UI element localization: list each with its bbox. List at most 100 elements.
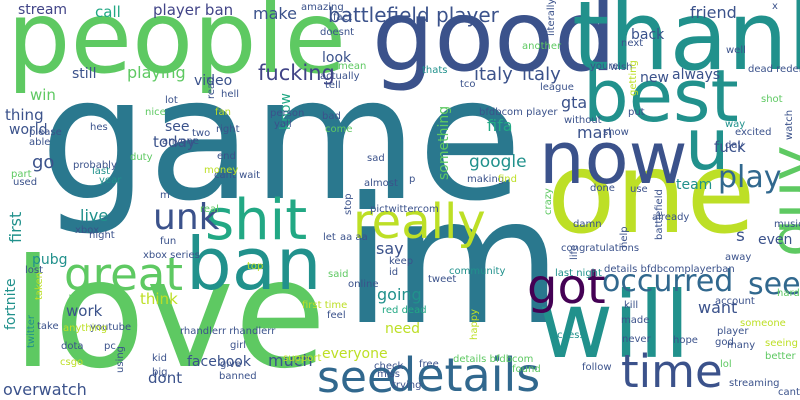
word-tco: bfdbcom player	[479, 107, 558, 118]
word-check: check	[374, 361, 404, 372]
word-give: give	[220, 359, 242, 370]
word-used: two	[192, 128, 211, 139]
word-cant: cant	[778, 387, 800, 398]
word-thank: thank	[572, 0, 800, 92]
word-person: happy	[469, 308, 480, 340]
word-well: shot	[761, 94, 783, 105]
word-something: something	[436, 105, 452, 180]
word-fortnite: fortnite	[3, 278, 19, 330]
word-im: im	[343, 161, 563, 364]
word-best: best	[583, 54, 739, 138]
word-stream: stream	[18, 2, 68, 18]
word-support: support	[283, 353, 322, 364]
word-top: feel	[327, 310, 346, 321]
word-let: already	[652, 212, 690, 223]
word-find: literally	[546, 0, 557, 36]
word-shot: dead redemption	[748, 64, 800, 75]
word-girl: girl	[230, 340, 247, 351]
word-life: lost	[25, 265, 44, 276]
word-using: big	[152, 367, 168, 378]
word-xbox-series: xbox series	[143, 250, 200, 261]
word-help: anything	[63, 323, 108, 334]
word-new: new	[640, 70, 669, 86]
word-fucking: fucking	[258, 61, 335, 85]
word-community: community	[449, 266, 506, 277]
word-dota: hell	[221, 89, 240, 100]
word-take: lot	[165, 95, 178, 106]
word-follow: follow	[582, 362, 612, 373]
word-free: free	[419, 359, 439, 370]
word-pubg: pubg	[32, 252, 68, 268]
word-almost: help	[619, 226, 630, 248]
word-anything: tell	[325, 80, 341, 91]
word-yall: sad	[367, 153, 385, 164]
word-year: cant wait	[214, 170, 261, 181]
word-crazy: taken	[34, 272, 45, 300]
word-real: said	[328, 269, 349, 280]
word-see-3: see	[165, 119, 190, 135]
word-much: much	[268, 351, 313, 370]
word-live: live	[80, 206, 109, 225]
word-streaming: streaming	[729, 378, 780, 389]
word-banned: banned	[219, 371, 257, 382]
word-friend: friend	[690, 3, 737, 22]
word-come: tweet	[428, 274, 457, 285]
word-everyone: everyone	[322, 346, 388, 362]
word-mean: please	[29, 127, 62, 138]
word-fun: come	[325, 124, 353, 135]
word-able: year	[99, 175, 122, 186]
word-happy: take	[37, 321, 59, 332]
word-done: making	[467, 174, 505, 185]
word-play: play	[718, 160, 782, 195]
word-said: battlefield	[654, 189, 665, 240]
word-ban: ban	[186, 222, 322, 306]
word-sad: congratulations	[561, 243, 640, 254]
word-day: day	[725, 140, 744, 151]
word-first-time: first time	[302, 300, 348, 311]
word-better: better	[765, 351, 796, 362]
word-please: last	[92, 166, 111, 177]
word-now: now	[539, 116, 688, 200]
word-time: time	[621, 345, 723, 398]
word-dont: dont	[148, 369, 183, 387]
word-keep: use	[630, 184, 648, 195]
word-red-dead: red dead	[382, 305, 427, 316]
word-great: great	[64, 248, 183, 301]
word-doesnt: able	[29, 137, 51, 148]
word-big: actually	[320, 71, 360, 82]
word-pc: pc	[104, 341, 116, 352]
word-battlefield-small: twitter	[26, 315, 37, 348]
word-player-ban: player ban	[153, 1, 234, 19]
word-already: done	[590, 183, 615, 194]
word-people: people	[7, 0, 346, 96]
word-literally: fact	[333, 12, 353, 23]
word-use: find	[498, 174, 517, 185]
word-m: bad	[322, 111, 341, 122]
word-money: let	[323, 232, 336, 243]
word-overwatch: overwatch	[3, 380, 87, 399]
word-shit: shit	[205, 188, 308, 253]
word-dead-redemption: watch	[784, 109, 795, 140]
word-last-night: last night	[555, 268, 602, 279]
word-think: think	[140, 290, 178, 308]
word-team: team	[676, 177, 713, 193]
word-right: fun	[160, 236, 177, 247]
word-many: many	[727, 340, 756, 351]
word-one: one	[547, 129, 756, 259]
word-today: today	[153, 133, 196, 151]
word-video: video	[194, 73, 233, 89]
word-want: want	[698, 298, 738, 317]
word-youre: wish	[610, 62, 633, 73]
word-fuck: fuck	[714, 138, 746, 156]
word-good: good	[372, 0, 617, 94]
word-wish: x	[772, 1, 778, 12]
word-part: anyone	[162, 136, 199, 147]
word-hes: xbox	[75, 225, 99, 236]
word-back: back	[631, 27, 665, 43]
word-bad: id	[389, 267, 399, 278]
word-world: world	[9, 122, 48, 138]
word-tell: hes	[90, 122, 108, 133]
word-watch: mean	[338, 61, 367, 72]
word-win: win	[30, 86, 56, 104]
